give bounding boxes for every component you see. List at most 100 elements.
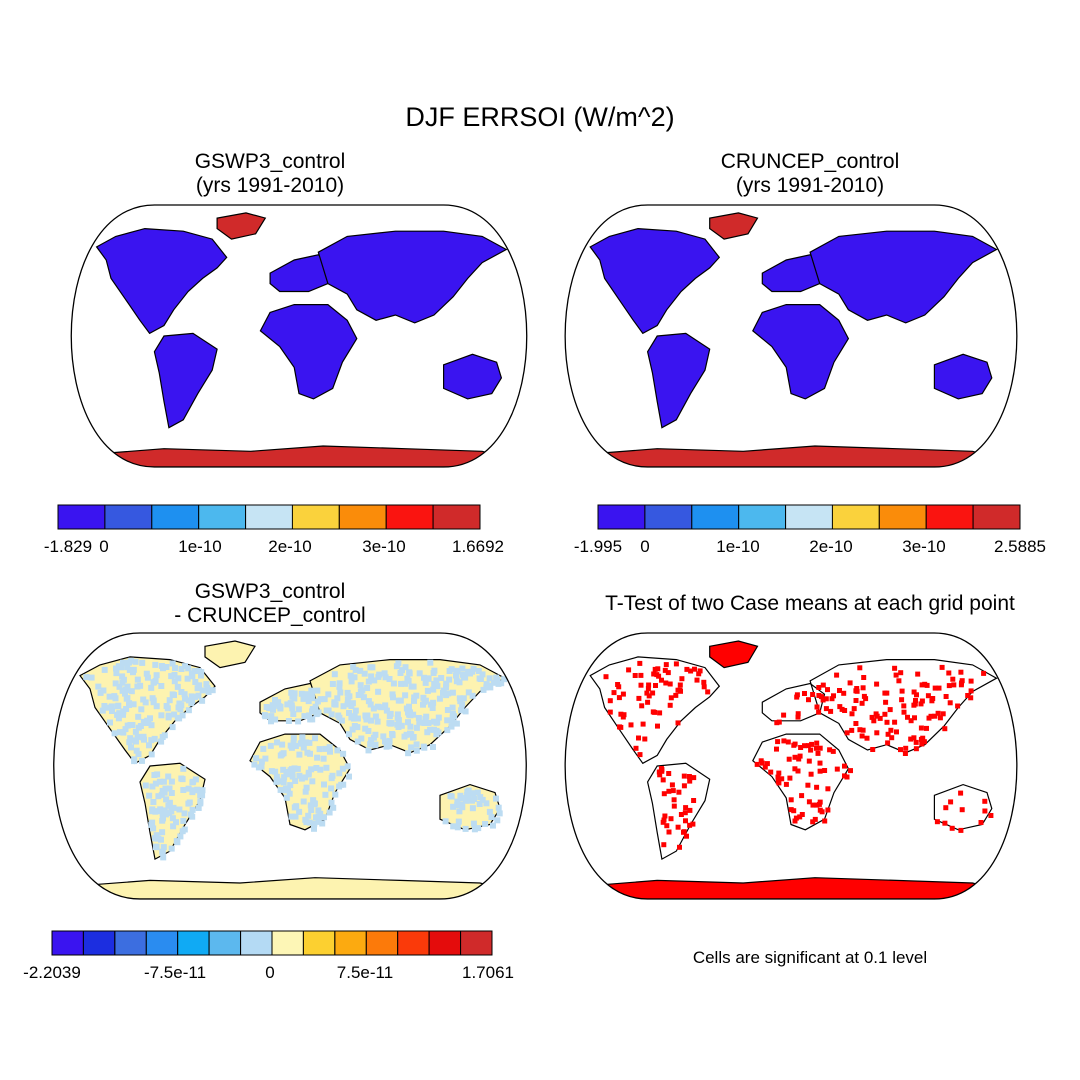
grid-cell	[776, 770, 782, 776]
grid-cell	[650, 690, 656, 696]
grid-cell	[351, 723, 358, 729]
grid-cell	[314, 754, 321, 761]
grid-cell	[940, 711, 946, 717]
grid-cell	[277, 786, 284, 793]
colorbar-tick-label: 7.5e-11	[337, 963, 393, 982]
grid-cell	[665, 670, 671, 676]
grid-cell	[483, 684, 490, 691]
grid-cell	[199, 697, 206, 704]
grid-cell	[883, 699, 889, 705]
grid-cell	[808, 747, 814, 753]
grid-cell	[925, 693, 931, 699]
grid-cell	[837, 688, 842, 693]
grid-cell	[203, 681, 210, 688]
grid-cell	[323, 707, 330, 714]
grid-cell	[493, 795, 499, 802]
grid-cell	[449, 704, 456, 711]
grid-cell	[168, 845, 175, 852]
grid-cell	[368, 717, 374, 724]
grid-cell	[169, 660, 176, 667]
land-asia	[809, 230, 998, 324]
grid-cell	[486, 808, 493, 815]
grid-cell	[959, 807, 965, 813]
grid-cell	[464, 792, 471, 799]
grid-cell	[179, 828, 186, 835]
grid-cell	[422, 716, 429, 722]
grid-cell	[334, 695, 341, 702]
grid-cell	[814, 740, 820, 746]
grid-cell	[774, 746, 779, 752]
grid-cell	[864, 735, 870, 741]
grid-cell	[402, 680, 409, 687]
grid-cell	[367, 664, 374, 671]
colorbar-tick-label: 0	[265, 963, 274, 982]
grid-cell	[416, 670, 423, 677]
grid-cell	[267, 742, 274, 749]
grid-cell	[349, 726, 356, 733]
grid-cell	[783, 781, 789, 787]
grid-cell	[199, 687, 206, 694]
grid-cell	[177, 706, 184, 713]
colorbar-tick-label: 1.7061	[462, 963, 514, 982]
grid-cell	[896, 678, 902, 684]
grid-cell	[151, 679, 158, 686]
grid-cell	[128, 744, 134, 751]
grid-cell	[130, 669, 136, 676]
grid-cell	[788, 807, 794, 813]
grid-cell	[158, 683, 165, 689]
grid-cell	[255, 764, 262, 771]
grid-cell	[988, 813, 994, 818]
grid-cell	[885, 740, 891, 746]
grid-cell	[159, 810, 166, 817]
grid-cell	[166, 785, 173, 792]
grid-cell	[327, 748, 333, 755]
grid-cell	[934, 819, 940, 825]
grid-cell	[268, 713, 275, 720]
grid-cell	[303, 784, 310, 791]
grid-cell	[814, 704, 820, 710]
colorbar-tick-label: -1.829	[44, 537, 92, 556]
grid-cell	[99, 707, 106, 714]
grid-cell	[124, 695, 131, 702]
grid-cell	[115, 715, 122, 722]
grid-cell	[806, 697, 811, 703]
grid-cell	[124, 664, 131, 671]
grid-cell	[781, 738, 787, 744]
grid-cell	[431, 667, 438, 674]
grid-cell	[859, 733, 865, 739]
grid-cell	[166, 697, 173, 704]
grid-cell	[292, 778, 299, 784]
grid-cell	[684, 666, 690, 672]
grid-cell	[660, 819, 666, 825]
grid-cell	[323, 764, 330, 771]
grid-cell	[300, 798, 307, 805]
grid-cell	[131, 756, 138, 763]
grid-cell	[982, 798, 988, 804]
grid-cell	[817, 745, 823, 751]
grid-cell	[133, 747, 140, 754]
grid-cell	[285, 718, 292, 724]
grid-cell	[158, 712, 165, 719]
grid-cell	[666, 788, 672, 794]
grid-cell	[117, 729, 123, 736]
panel-title-line2: (yrs 1991-2010)	[195, 174, 345, 197]
grid-cell	[180, 787, 187, 793]
grid-cell	[696, 671, 702, 677]
grid-cell	[197, 792, 204, 799]
colorbar-swatch	[925, 504, 974, 530]
panel-title-ttest: T-Test of two Case means at each grid po…	[550, 592, 1070, 616]
grid-cell	[959, 678, 965, 684]
grid-cell	[830, 748, 836, 754]
grid-cell	[288, 813, 295, 820]
grid-cell	[402, 692, 409, 699]
grid-cell	[344, 696, 351, 703]
grid-cell	[258, 758, 265, 765]
grid-cell	[443, 680, 450, 687]
grid-cell	[667, 702, 673, 708]
colorbar-swatch	[644, 504, 693, 530]
grid-cell	[885, 731, 891, 737]
grid-cell	[163, 664, 170, 670]
grid-cell	[289, 693, 296, 700]
colorbar-gswp3: -1.829 0 1e-10 2e-10 3e-10 1.6692	[44, 504, 504, 556]
grid-cell	[298, 690, 305, 697]
